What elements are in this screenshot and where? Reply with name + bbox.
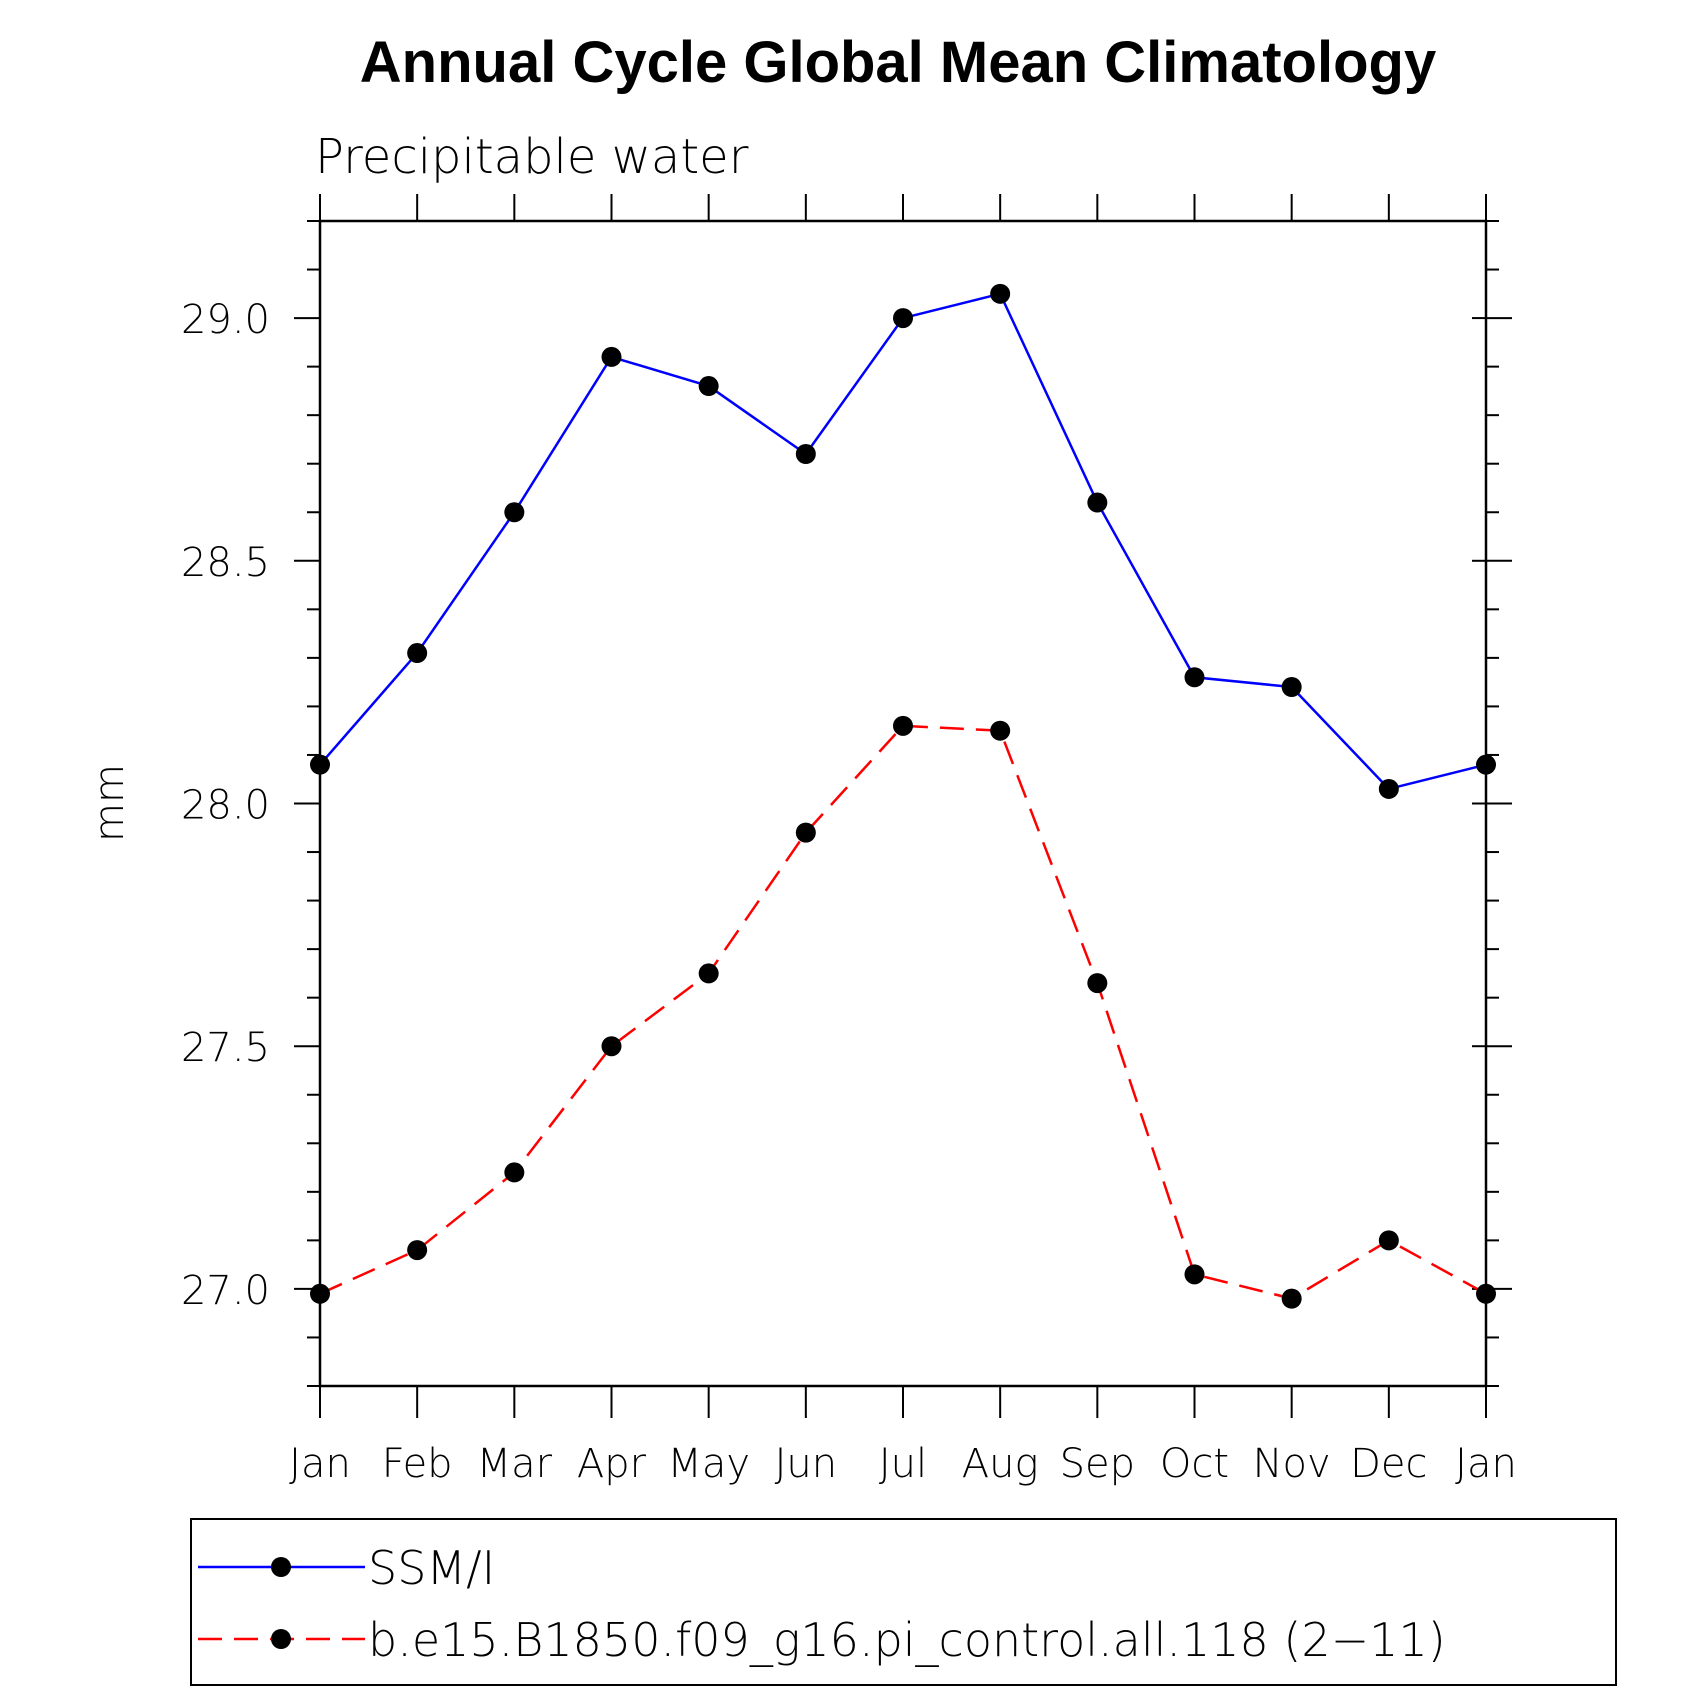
y-tick-label: 27.5 (181, 1025, 270, 1071)
series-1-point (698, 963, 719, 984)
axes: 27.0 27.5 28.0 28.5 29.0 Jan Feb Mar Apr May Jun Ju… (181, 194, 1517, 1487)
series-0-point (407, 643, 428, 664)
x-tick-label: Feb (382, 1441, 453, 1487)
chart-subtitle: Precipitable water (315, 129, 749, 185)
series-0-point (698, 376, 719, 397)
legend-label-0: SSM/I (368, 1541, 495, 1595)
series-0-point (795, 444, 816, 464)
series-0-point (504, 502, 525, 523)
x-tick-label: Jan (289, 1441, 351, 1487)
series-0-point (1281, 677, 1302, 697)
legend-marker-0 (271, 1557, 291, 1577)
y-axis-label: mm (87, 764, 133, 842)
series-1-point (310, 1283, 330, 1304)
x-tick-label: Sep (1060, 1441, 1135, 1487)
series-0-point (310, 754, 330, 775)
series-1-point (795, 822, 816, 843)
series-layer (310, 283, 1496, 1309)
series-1-point (601, 1036, 622, 1057)
series-0-point (601, 346, 622, 367)
y-tick-label: 28.0 (181, 783, 270, 829)
series-line-1 (319, 724, 1487, 1300)
series-0-point (990, 283, 1011, 304)
legend-label-1: b.e15.B1850.f09_g16.pi_control.all.118 (… (368, 1613, 1446, 1667)
x-tick-label: Nov (1253, 1441, 1331, 1487)
x-tick-label: May (667, 1441, 750, 1487)
x-tick-label: Aug (962, 1441, 1039, 1487)
series-1-point (990, 720, 1011, 741)
chart-title: Annual Cycle Global Mean Climatology (360, 30, 1436, 95)
series-0-point (1378, 778, 1399, 799)
legend: SSM/I b.e15.B1850.f09_g16.pi_control.all.… (190, 1518, 1617, 1686)
series-1-point (1378, 1230, 1399, 1251)
plot-frame (318, 219, 1488, 1388)
series-1-point (1087, 973, 1108, 994)
y-tick-label: 28.5 (181, 540, 270, 586)
legend-box (190, 1518, 1617, 1686)
x-tick-label: Mar (477, 1441, 553, 1487)
series-1-point (1476, 1283, 1496, 1304)
series-1-point (1184, 1264, 1205, 1285)
x-tick-label: Dec (1350, 1441, 1427, 1487)
series-0-point (1476, 754, 1496, 775)
x-tick-label: Jan (1455, 1441, 1517, 1487)
x-tick-label: Jul (879, 1441, 927, 1487)
series-0-point (893, 308, 913, 329)
y-tick-label: 29.0 (181, 297, 270, 343)
x-tick-label: Apr (577, 1441, 647, 1487)
series-0-point (1087, 492, 1108, 513)
series-1-point (407, 1240, 428, 1261)
x-tick-label: Jun (775, 1441, 838, 1487)
legend-marker-1 (271, 1629, 291, 1649)
x-tick-label: Oct (1160, 1441, 1229, 1487)
series-1-point (1281, 1288, 1302, 1309)
series-0-point (1184, 667, 1205, 688)
series-1-point (504, 1162, 525, 1183)
series-1-point (893, 715, 913, 736)
y-tick-label: 27.0 (181, 1268, 270, 1314)
series-line-0 (319, 292, 1487, 791)
